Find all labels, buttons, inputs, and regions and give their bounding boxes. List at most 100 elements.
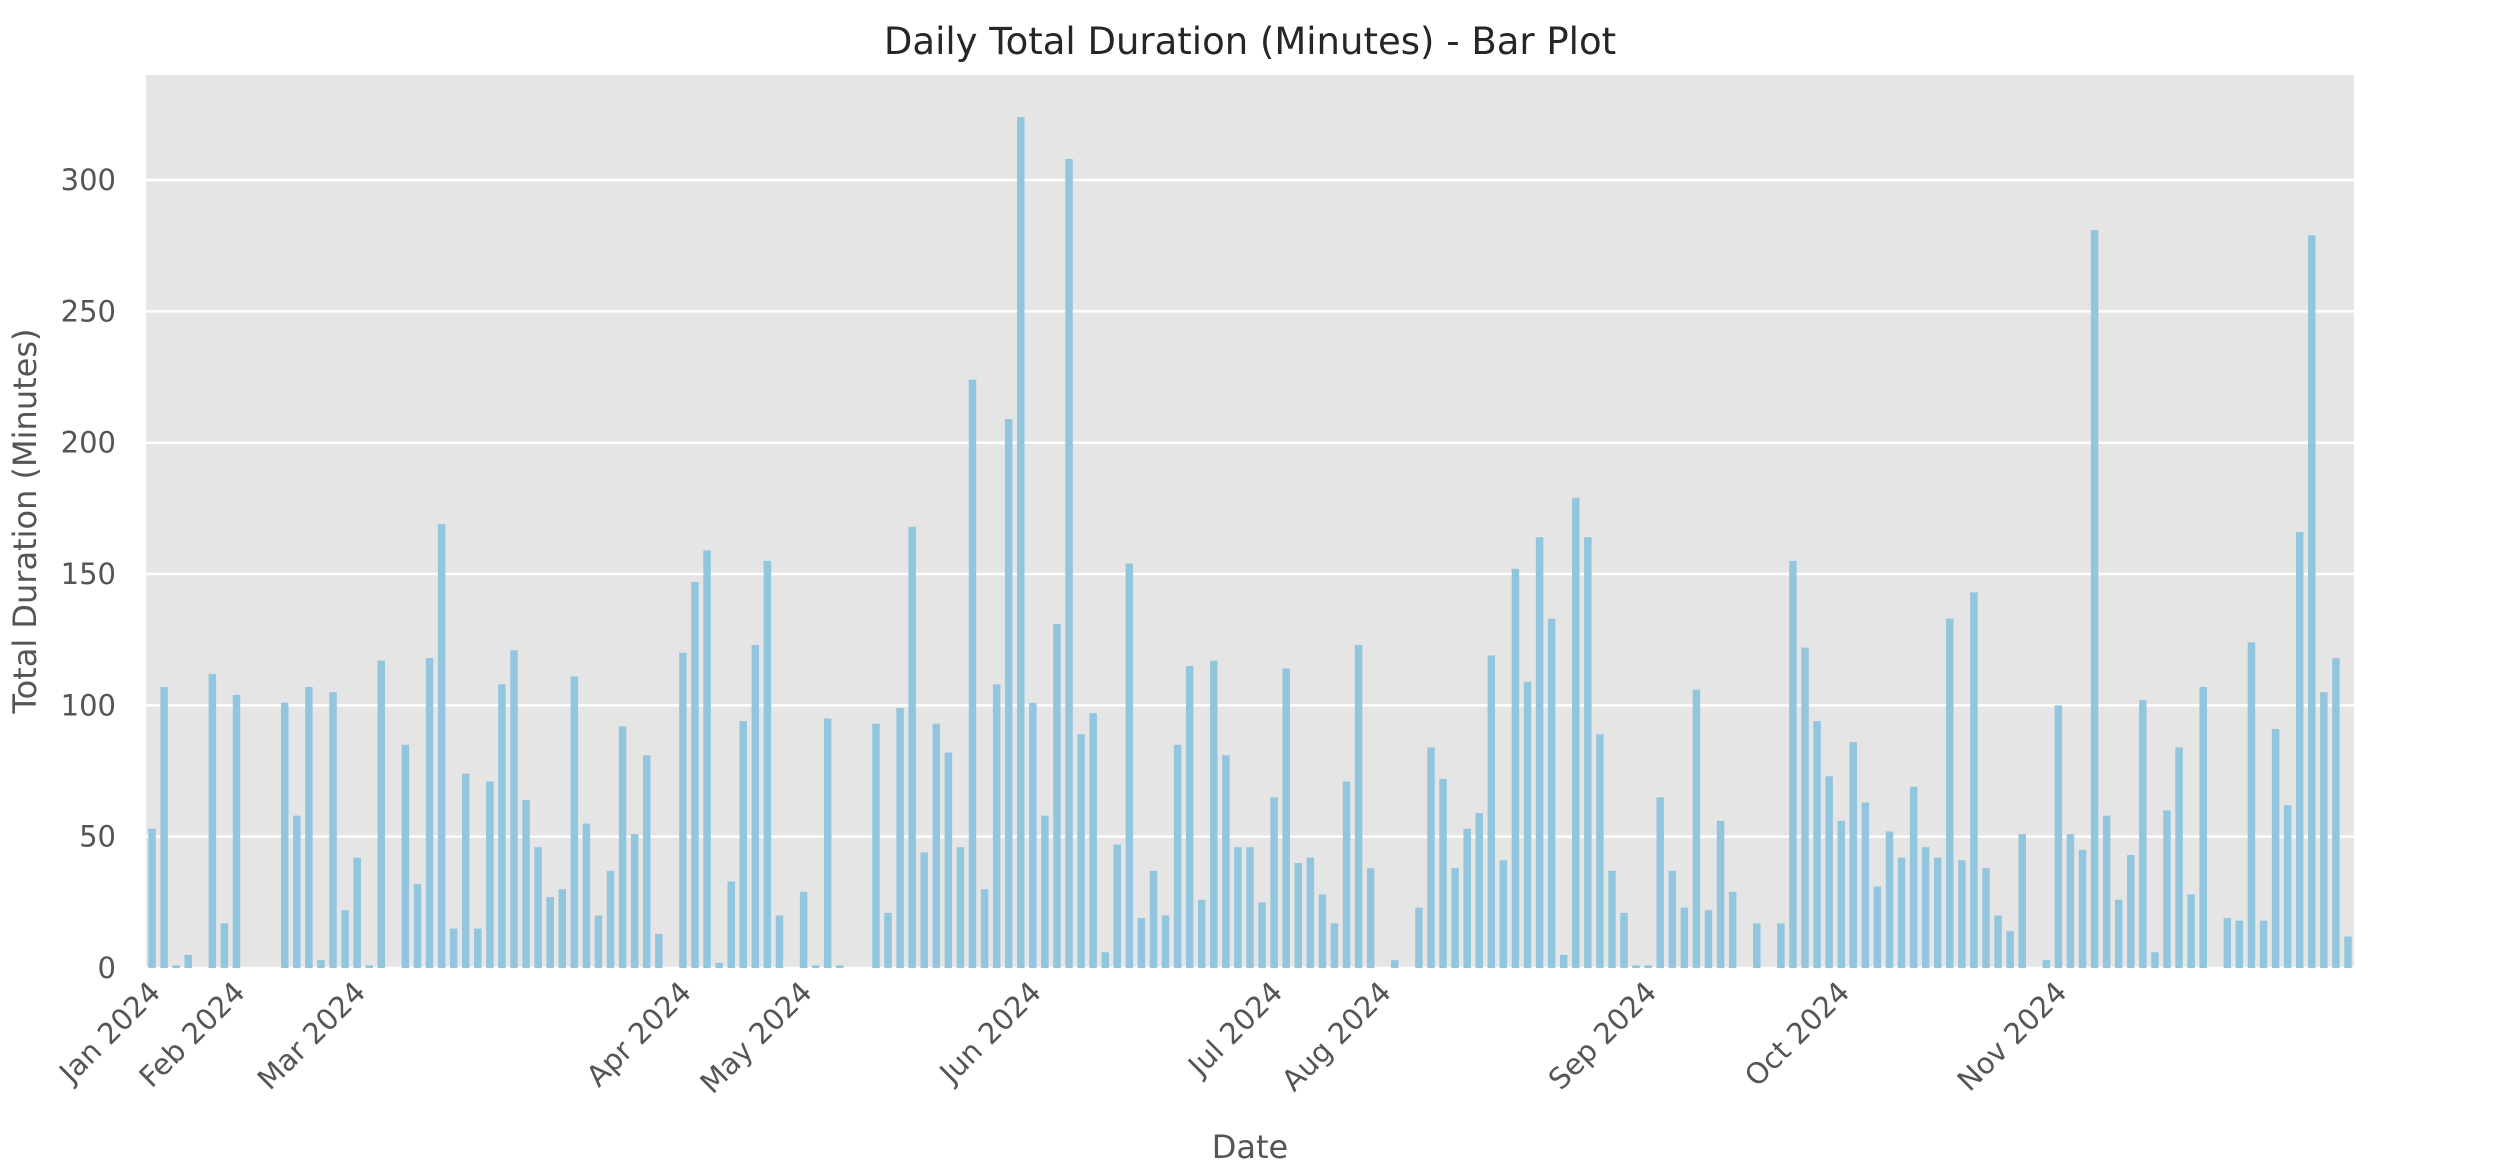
bar <box>980 889 989 968</box>
bar <box>1584 537 1592 968</box>
bar <box>2175 747 2183 968</box>
bar <box>1185 665 1194 968</box>
bar <box>329 692 337 968</box>
x-tick-label: May 2024 <box>693 975 818 1100</box>
bar <box>908 526 916 968</box>
bar <box>618 726 627 968</box>
x-tick-label: Sep 2024 <box>1542 975 1663 1096</box>
bar <box>1258 902 1266 968</box>
bar <box>1004 419 1013 969</box>
bar <box>594 915 603 968</box>
bar <box>1499 860 1508 968</box>
x-tick-label: Nov 2024 <box>1951 975 2074 1098</box>
bar <box>1873 886 1882 968</box>
bar <box>1704 910 1713 968</box>
bar <box>920 852 928 968</box>
bar <box>968 379 977 968</box>
bar <box>1234 847 1242 968</box>
bar <box>232 694 241 968</box>
bar <box>992 684 1001 968</box>
bar <box>1475 813 1483 968</box>
bar <box>425 658 434 968</box>
bar <box>208 673 217 968</box>
x-tick-label: Jun 2024 <box>932 975 1048 1091</box>
bar <box>739 721 747 968</box>
bar <box>1101 952 1109 968</box>
bar <box>1487 655 1496 968</box>
bar <box>1728 891 1737 968</box>
bar <box>763 560 772 968</box>
bar <box>401 744 410 968</box>
bar <box>2259 920 2268 968</box>
bar <box>2235 920 2244 968</box>
bar <box>1970 592 1978 968</box>
bar <box>220 923 229 968</box>
bar <box>2187 894 2195 968</box>
bar <box>1559 954 1568 968</box>
x-axis-label: Date <box>1212 1128 1288 1166</box>
bar <box>510 650 518 968</box>
x-tick-label: Oct 2024 <box>1738 975 1856 1093</box>
bar <box>2006 931 2014 968</box>
bar <box>715 962 723 968</box>
bar <box>365 965 373 968</box>
bar <box>1644 965 1652 968</box>
bar <box>1451 868 1459 968</box>
bar <box>582 823 591 968</box>
bar <box>775 915 784 968</box>
bar <box>1692 689 1701 968</box>
bar <box>1427 747 1435 968</box>
bar <box>1596 734 1604 968</box>
bar <box>413 883 422 968</box>
bar <box>1342 781 1351 968</box>
bar <box>1680 907 1689 968</box>
bar <box>1294 862 1303 968</box>
bar <box>1608 870 1616 968</box>
bar <box>437 524 446 968</box>
bar <box>558 889 567 968</box>
bar <box>148 828 156 968</box>
bar <box>474 928 482 968</box>
bar <box>2090 229 2099 968</box>
bar <box>1547 618 1556 968</box>
bar <box>1282 668 1290 968</box>
bar <box>1222 755 1230 968</box>
y-axis-label: Total Duration (Minutes) <box>6 329 44 715</box>
bar <box>1354 644 1363 968</box>
bar <box>2139 700 2147 968</box>
bar <box>823 718 832 968</box>
bar <box>1306 857 1315 968</box>
chart-title: Daily Total Duration (Minutes) - Bar Plo… <box>884 20 1616 63</box>
bar <box>317 960 325 968</box>
bar <box>872 723 880 968</box>
bars <box>148 117 2352 969</box>
bar <box>679 652 687 968</box>
bar <box>2114 899 2123 968</box>
bar <box>606 870 615 968</box>
bar <box>1789 560 1797 968</box>
bar <box>1089 713 1097 968</box>
bar <box>1861 802 1870 968</box>
bar <box>1463 828 1471 968</box>
bar <box>534 847 542 968</box>
bar <box>1439 778 1447 968</box>
bar <box>1572 497 1580 968</box>
bar <box>2320 692 2328 968</box>
bar <box>1523 681 1532 968</box>
bar <box>2332 658 2340 968</box>
y-tick-label: 0 <box>98 951 116 985</box>
bar <box>2018 834 2026 968</box>
bar <box>522 799 530 968</box>
bar <box>1511 568 1520 968</box>
bar <box>1825 776 1833 968</box>
x-tick-label: Apr 2024 <box>580 975 698 1093</box>
bar <box>1029 702 1037 968</box>
bar <box>944 752 953 968</box>
bar <box>1173 744 1182 968</box>
bar <box>799 891 808 968</box>
bar <box>691 581 699 968</box>
bar <box>1535 537 1544 968</box>
bar <box>498 684 506 968</box>
bar <box>1210 660 1218 968</box>
bar <box>727 881 735 968</box>
